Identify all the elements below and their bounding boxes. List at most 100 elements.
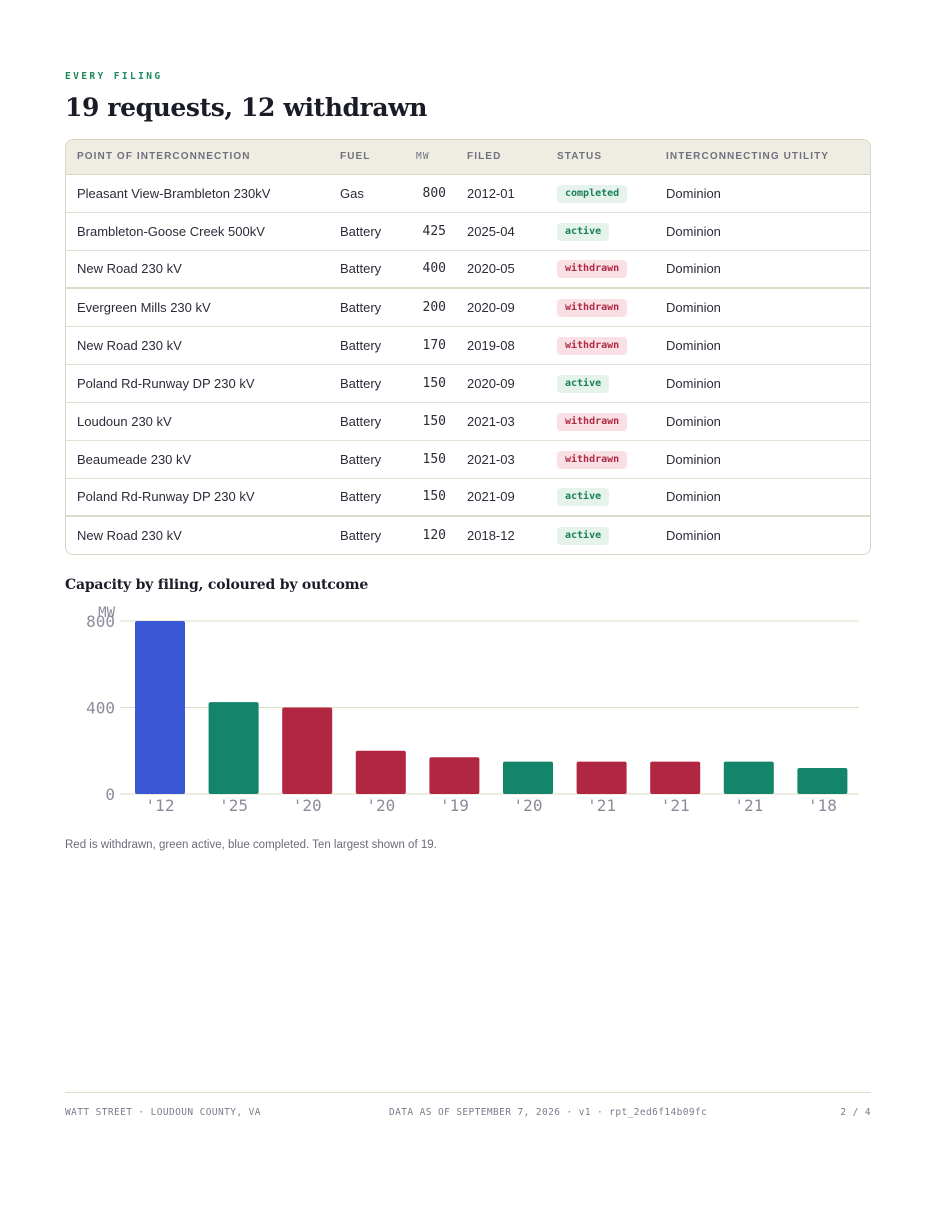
cell-status: active [546, 515, 655, 554]
y-tick-label: 0 [105, 785, 115, 804]
table-row[interactable]: Beaumeade 230 kV Battery 150 2021-03 withdra… [66, 439, 870, 478]
chart-caption: Red is withdrawn, green active, blue com… [65, 839, 437, 851]
cell-filed: 2020-09 [456, 287, 546, 326]
cell-filed: 2021-09 [456, 477, 546, 516]
status-badge: withdrawn [557, 412, 628, 431]
cell-mw: 200 [405, 287, 456, 326]
cell-filed: 2025-04 [456, 211, 546, 250]
table-body: Pleasant View-Brambleton 230kV Gas 800 2012… [66, 174, 870, 554]
cell-utility: Dominion [655, 439, 870, 478]
column-header-mw[interactable]: MW [405, 140, 456, 175]
cell-mw: 150 [405, 439, 456, 478]
bar-active [208, 702, 259, 794]
table-row[interactable]: Brambleton-Goose Creek 500kV Battery 425 20… [66, 211, 870, 250]
cell-utility: Dominion [666, 185, 721, 201]
bar-completed [135, 621, 185, 794]
table-row[interactable]: New Road 230 kV Battery 120 2018-12 active Do… [66, 515, 870, 554]
cell-fuel: Battery [329, 477, 405, 516]
cell-filed: 2018-12 [456, 515, 546, 554]
bar-active [503, 761, 553, 794]
filings-table: POINT OF INTERCONNECTION FUEL MW FILED S… [65, 139, 871, 555]
chart-title: Capacity by filing, coloured by outcome [65, 577, 369, 593]
x-tick-label: '20 [293, 796, 322, 815]
cell-status: withdrawn [546, 401, 655, 440]
status-badge: active [557, 374, 610, 393]
cell-status: completed [546, 174, 655, 212]
section-eyebrow: EVERY FILING [65, 71, 163, 82]
table-row[interactable]: New Road 230 kV Battery 170 2019-08 withdraw… [66, 325, 870, 364]
cell-fuel: Gas [340, 185, 364, 201]
cell-fuel: Battery [329, 401, 405, 440]
cell-mw: 425 [405, 211, 456, 250]
footer-publisher: WATT STREET · LOUDOUN COUNTY, VA [65, 1107, 261, 1118]
cell-mw: 120 [405, 515, 456, 554]
status-badge: withdrawn [557, 336, 628, 355]
cell-mw: 150 [405, 401, 456, 440]
cell-mw: 150 [405, 477, 456, 516]
column-header-poi[interactable]: POINT OF INTERCONNECTION [66, 140, 329, 175]
cell-filed: 2020-05 [456, 249, 546, 288]
x-tick-label: '20 [366, 796, 395, 815]
status-badge: withdrawn [557, 450, 628, 469]
y-tick-label: 400 [86, 699, 115, 718]
cell-point-of-interconnection: Poland Rd-Runway DP 230 kV [66, 363, 329, 402]
status-badge: active [557, 222, 610, 241]
cell-point-of-interconnection: Brambleton-Goose Creek 500kV [66, 211, 329, 250]
x-tick-label: '21 [734, 796, 763, 815]
cell-mw: 400 [405, 249, 456, 288]
cell-point-of-interconnection: Evergreen Mills 230 kV [66, 287, 329, 326]
cell-fuel: Battery [329, 211, 405, 250]
cell-status: active [546, 477, 655, 516]
x-tick-label: '12 [146, 796, 175, 815]
cell-point-of-interconnection: Pleasant View-Brambleton 230kV [77, 185, 271, 201]
footer-divider [65, 1092, 871, 1093]
cell-status: active [546, 211, 655, 250]
cell-mw: 800 [422, 185, 446, 201]
x-tick-label: '21 [587, 796, 616, 815]
bar-active [797, 768, 848, 794]
cell-point-of-interconnection: Beaumeade 230 kV [66, 439, 329, 478]
status-badge: active [557, 488, 610, 507]
column-header-filed[interactable]: FILED [456, 140, 546, 175]
x-tick-label: '21 [661, 796, 690, 815]
cell-utility: Dominion [655, 477, 870, 516]
column-header-fuel[interactable]: FUEL [329, 140, 405, 175]
cell-utility: Dominion [655, 211, 870, 250]
table-row[interactable]: Poland Rd-Runway DP 230 kV Battery 150 2021… [66, 477, 870, 516]
cell-fuel: Battery [329, 249, 405, 288]
status-badge: active [557, 527, 610, 545]
x-tick-label: '25 [219, 796, 248, 815]
cell-status: withdrawn [546, 439, 655, 478]
cell-filed: 2012-01 [467, 185, 515, 201]
cell-utility: Dominion [655, 249, 870, 288]
cell-fuel: Battery [329, 363, 405, 402]
table-row[interactable]: New Road 230 kV Battery 400 2020-05 withdraw… [66, 249, 870, 288]
cell-filed: 2020-09 [456, 363, 546, 402]
cell-utility: Dominion [655, 363, 870, 402]
table-row[interactable]: Loudoun 230 kV Battery 150 2021-03 withdrawn… [66, 401, 870, 440]
y-axis-label: MW [98, 605, 115, 621]
cell-mw: 150 [405, 363, 456, 402]
footer-data-date: DATA AS OF SEPTEMBER 7, 2026 · v1 · rpt_… [389, 1107, 708, 1118]
cell-fuel: Battery [329, 515, 405, 554]
cell-point-of-interconnection: New Road 230 kV [66, 515, 329, 554]
cell-filed: 2019-08 [456, 325, 546, 364]
status-badge: withdrawn [557, 260, 628, 279]
page-title: 19 requests, 12 withdrawn [65, 93, 428, 122]
cell-utility: Dominion [655, 325, 870, 364]
cell-utility: Dominion [655, 401, 870, 440]
table-row[interactable]: Pleasant View-Brambleton 230kV Gas 800 2012… [66, 174, 870, 212]
cell-point-of-interconnection: Loudoun 230 kV [66, 401, 329, 440]
column-header-status[interactable]: STATUS [546, 140, 655, 175]
cell-status: withdrawn [546, 249, 655, 288]
table-row[interactable]: Evergreen Mills 230 kV Battery 200 2020-09 w… [66, 287, 870, 326]
bar-withdrawn [355, 750, 406, 794]
x-tick-label: '20 [514, 796, 543, 815]
column-header-utility[interactable]: INTERCONNECTING UTILITY [655, 140, 870, 175]
y-tick-label: 800 [86, 612, 115, 631]
table-row[interactable]: Poland Rd-Runway DP 230 kV Battery 150 2020… [66, 363, 870, 402]
bar-active [723, 761, 774, 794]
status-badge: withdrawn [557, 298, 628, 317]
bar-withdrawn [282, 707, 333, 794]
